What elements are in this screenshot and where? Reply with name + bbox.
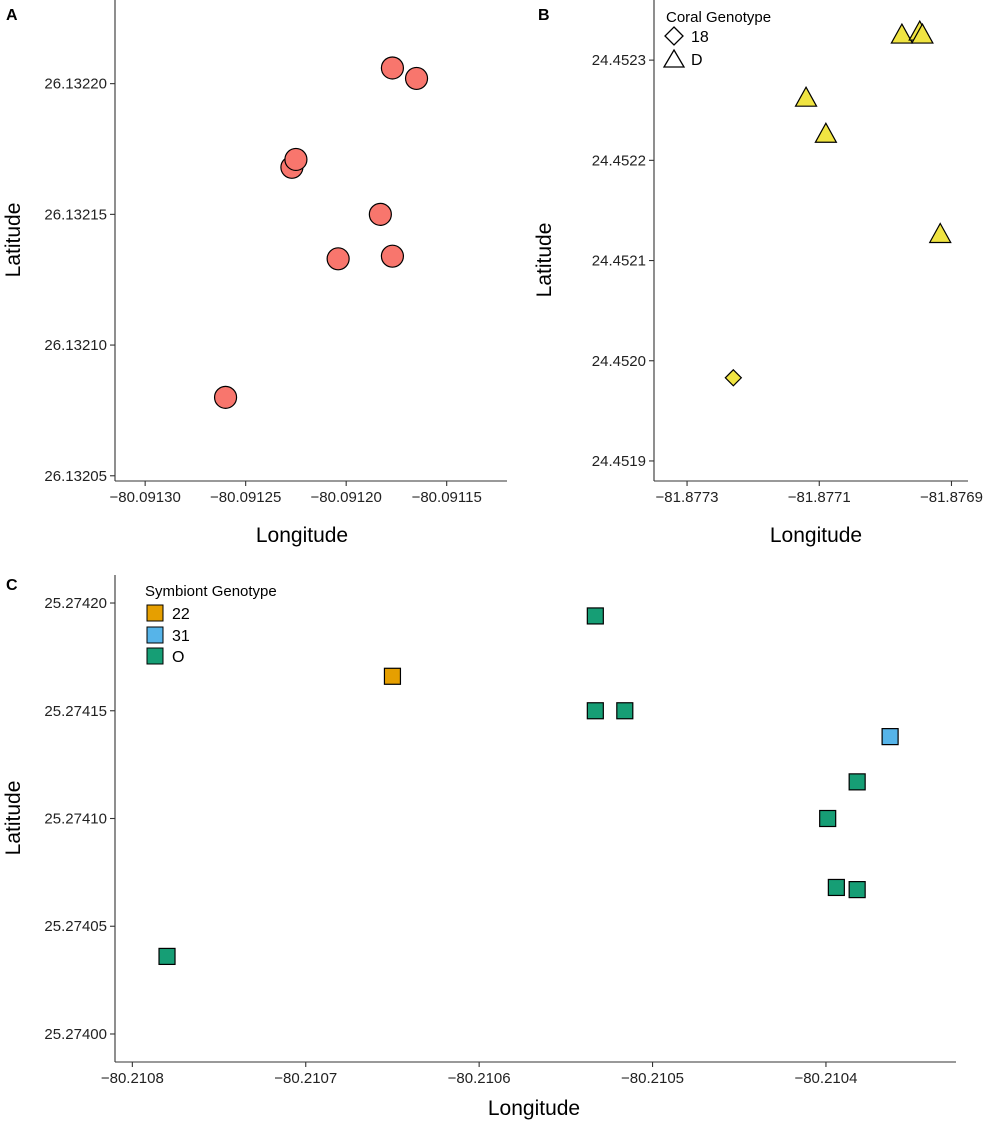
data-point <box>284 147 308 172</box>
data-point <box>380 56 405 80</box>
panel-b-letter: B <box>538 7 550 24</box>
legend-swatch-31 <box>146 626 164 644</box>
panel-c-y-axis-title: Latitude <box>2 781 25 856</box>
panel-c: C Latitude Longitude −80.2108 −80.2107 −80… <box>2 575 956 1120</box>
legend-triangle-icon <box>662 48 686 68</box>
y-tick-label: 26.13215 <box>44 206 107 223</box>
data-point <box>368 202 392 226</box>
data-point-triangle <box>794 85 818 107</box>
y-tick-label: 24.4520 <box>592 353 646 370</box>
x-tick-label: −80.09120 <box>311 489 382 506</box>
panel-b: B Latitude Longitude −81.8773 −81.8771 −81… <box>533 0 983 547</box>
data-point-square <box>383 667 402 685</box>
y-tick-label: 24.4519 <box>592 453 646 470</box>
x-tick-label: −80.2108 <box>101 1070 164 1087</box>
x-tick-label: −81.8773 <box>656 489 719 506</box>
panel-b-x-axis-title: Longitude <box>770 524 862 547</box>
data-point-triangle <box>928 222 952 244</box>
x-tick-label: −81.8769 <box>920 489 983 506</box>
legend-diamond-icon <box>664 26 684 46</box>
y-tick-label: 25.27420 <box>44 595 107 612</box>
data-point-square <box>586 702 604 720</box>
data-point-square <box>881 728 899 746</box>
data-point-square <box>848 773 866 791</box>
panel-c-points <box>158 607 899 966</box>
panel-c-legend-title: Symbiont Genotype <box>145 583 277 600</box>
data-point <box>404 66 429 91</box>
x-tick-label: −81.8771 <box>788 489 851 506</box>
panel-a-ticks: −80.09130 −80.09125 −80.09120 −80.09115 26.1… <box>44 76 481 506</box>
data-point-triangle <box>910 22 934 44</box>
panel-a-letter: A <box>6 7 18 24</box>
x-tick-label: −80.2104 <box>794 1070 857 1087</box>
y-tick-label: 25.27405 <box>44 918 107 935</box>
x-tick-label: −80.09115 <box>412 489 482 506</box>
y-tick-label: 25.27410 <box>44 811 107 828</box>
data-point-square <box>616 702 634 720</box>
panel-c-legend-label-o: O <box>172 649 184 666</box>
data-point-square <box>586 607 604 625</box>
panel-a-points <box>213 56 429 409</box>
panel-c-legend: Symbiont Genotype 22 31 O <box>145 583 277 666</box>
y-tick-label: 24.4523 <box>592 52 646 69</box>
panel-c-x-axis-title: Longitude <box>488 1097 580 1120</box>
panel-b-legend: Coral Genotype 18 D <box>662 9 771 69</box>
x-tick-label: −80.09130 <box>109 489 180 506</box>
panel-b-legend-label-18: 18 <box>691 29 709 46</box>
x-tick-label: −80.2106 <box>448 1070 511 1087</box>
data-point <box>326 247 350 271</box>
data-point-square <box>848 881 866 899</box>
data-point-square <box>827 878 845 897</box>
data-point-square <box>158 947 176 966</box>
data-point-triangle <box>814 122 838 143</box>
panel-b-y-axis-title: Latitude <box>533 223 556 298</box>
x-tick-label: −80.2105 <box>621 1070 684 1087</box>
panel-b-legend-label-d: D <box>691 52 703 69</box>
panel-b-legend-title: Coral Genotype <box>666 9 771 26</box>
data-point-diamond <box>724 368 743 387</box>
panel-c-legend-label-22: 22 <box>172 606 190 623</box>
data-point <box>213 385 238 409</box>
y-tick-label: 26.13205 <box>44 468 107 485</box>
data-point <box>380 244 405 268</box>
legend-swatch-o <box>146 647 164 665</box>
panel-b-points <box>724 19 952 387</box>
panel-c-legend-label-31: 31 <box>172 628 190 645</box>
legend-swatch-22 <box>146 604 164 622</box>
data-point-triangle <box>890 22 914 44</box>
panel-a: A Latitude Longitude −80.09130 −80.09125−… <box>2 0 507 547</box>
panel-c-ticks: −80.2108 −80.2107 −80.2106 −80.2105 −80.2104… <box>44 595 857 1087</box>
y-tick-label: 24.4521 <box>592 253 646 270</box>
x-tick-label: −80.09125 <box>210 489 281 506</box>
y-tick-label: 24.4522 <box>592 152 646 169</box>
data-point-square <box>819 809 837 828</box>
x-tick-label: −80.2107 <box>274 1070 337 1087</box>
panel-c-letter: C <box>6 577 18 594</box>
panel-a-x-axis-title: Longitude <box>256 524 348 547</box>
y-tick-label: 26.13210 <box>44 337 107 354</box>
y-tick-label: 25.27415 <box>44 703 107 720</box>
panel-b-ticks: −81.8773 −81.8771 −81.8769 24.4519 24.4520 24… <box>592 52 983 506</box>
y-tick-label: 25.27400 <box>44 1026 107 1043</box>
panel-a-y-axis-title: Latitude <box>2 203 25 278</box>
y-tick-label: 26.13220 <box>44 76 107 93</box>
